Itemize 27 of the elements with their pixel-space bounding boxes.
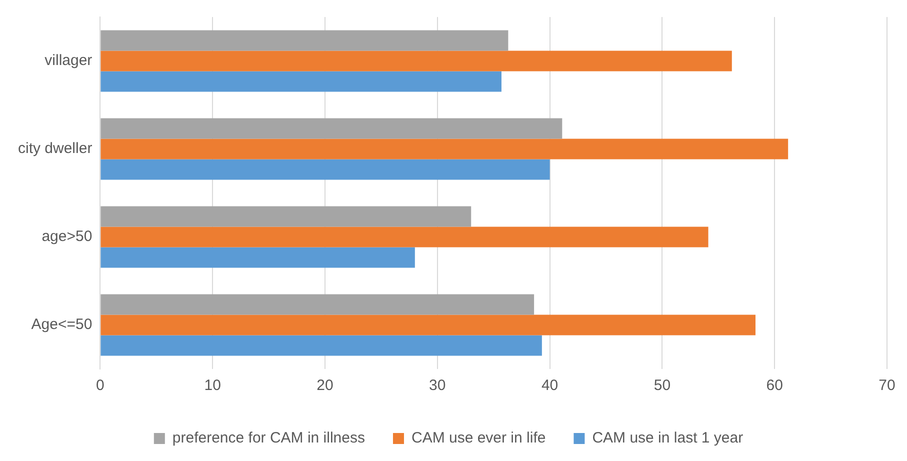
bar [100,30,508,51]
x-tick-label: 60 [766,377,783,394]
legend-label: CAM use ever in life [411,430,546,447]
y-tick-label: villager [44,52,92,70]
x-tick-label: 70 [878,377,896,394]
bar [100,314,756,336]
y-tick-label: city dweller [18,140,92,158]
bar [100,226,708,248]
bar [100,206,472,227]
bar [100,335,542,356]
x-tick-label: 30 [429,377,446,394]
x-tick-label: 40 [541,377,558,394]
y-tick-label: age>50 [42,228,92,246]
bar [100,294,534,315]
bar [100,71,502,92]
bar [100,50,732,72]
x-tick-label: 10 [204,377,221,394]
bar [100,118,562,139]
y-tick-label: Age<=50 [31,316,92,334]
legend-label: CAM use in last 1 year [592,430,744,447]
x-tick-label: 0 [96,377,104,394]
x-tick-label: 50 [654,377,671,394]
legend-label: preference for CAM in illness [172,430,365,447]
bar [100,247,415,268]
bar [100,138,788,160]
x-tick-label: 20 [316,377,334,394]
bar [100,159,550,180]
